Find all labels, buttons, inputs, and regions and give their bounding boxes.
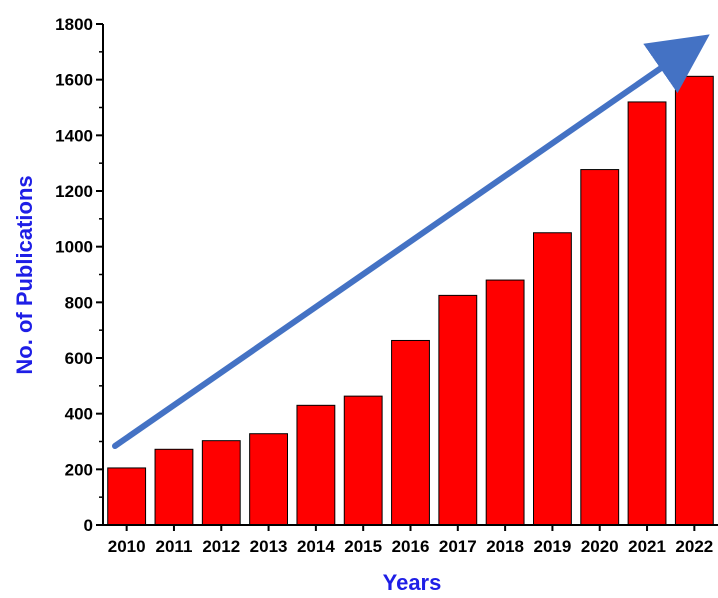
- bars-layer: [107, 75, 714, 526]
- y-tick-label: 200: [65, 460, 93, 479]
- bar-2017: [438, 294, 478, 526]
- bar-2016: [391, 339, 430, 526]
- bar-2019: [533, 232, 572, 526]
- bar-2015: [343, 395, 383, 526]
- bar-2014: [296, 404, 336, 526]
- y-tick-label: 1400: [55, 126, 93, 145]
- x-tick-label: 2015: [344, 537, 382, 556]
- x-tick-label: 2012: [202, 537, 240, 556]
- y-tick-label: 800: [65, 293, 93, 312]
- x-tick-label: 2017: [439, 537, 477, 556]
- x-tick-label: 2013: [250, 537, 288, 556]
- y-tick-label: 1600: [55, 71, 93, 90]
- x-tick-label: 2021: [628, 537, 666, 556]
- x-ticks: 2010 2011 2012 2013 2014 2015 2016 2017 2018 2019…: [108, 525, 713, 556]
- trend-arrow: [112, 34, 710, 449]
- y-ticks: 0 200 400 600 800 1000 1200 1400 1600 1800: [55, 15, 103, 535]
- bar-2013: [249, 433, 288, 526]
- x-tick-label: 2010: [108, 537, 146, 556]
- x-tick-label: 2016: [392, 537, 430, 556]
- x-tick-label: 2022: [675, 537, 713, 556]
- y-axis-title: No. of Publications: [12, 175, 37, 374]
- bar-2012: [201, 440, 241, 526]
- x-tick-label: 2019: [534, 537, 572, 556]
- bar-2022: [674, 75, 714, 526]
- x-tick-label: 2011: [156, 537, 193, 556]
- bar-2021: [627, 101, 667, 526]
- bar-2011: [154, 448, 194, 526]
- y-tick-label: 0: [84, 516, 93, 535]
- y-tick-label: 1000: [55, 238, 93, 257]
- x-tick-label: 2014: [297, 537, 335, 556]
- x-axis-title: Years: [383, 570, 442, 595]
- bar-2020: [580, 169, 620, 526]
- bar-2018: [485, 279, 525, 526]
- y-tick-label: 1800: [55, 15, 93, 34]
- y-tick-label: 600: [65, 349, 93, 368]
- x-tick-label: 2020: [581, 537, 619, 556]
- bar-2010: [107, 467, 147, 526]
- y-tick-label: 1200: [55, 182, 93, 201]
- x-tick-label: 2018: [486, 537, 524, 556]
- y-tick-label: 400: [65, 405, 93, 424]
